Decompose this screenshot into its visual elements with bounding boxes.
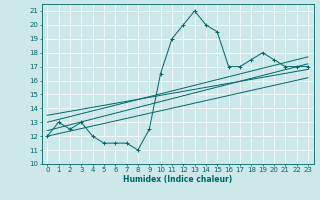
- X-axis label: Humidex (Indice chaleur): Humidex (Indice chaleur): [123, 175, 232, 184]
